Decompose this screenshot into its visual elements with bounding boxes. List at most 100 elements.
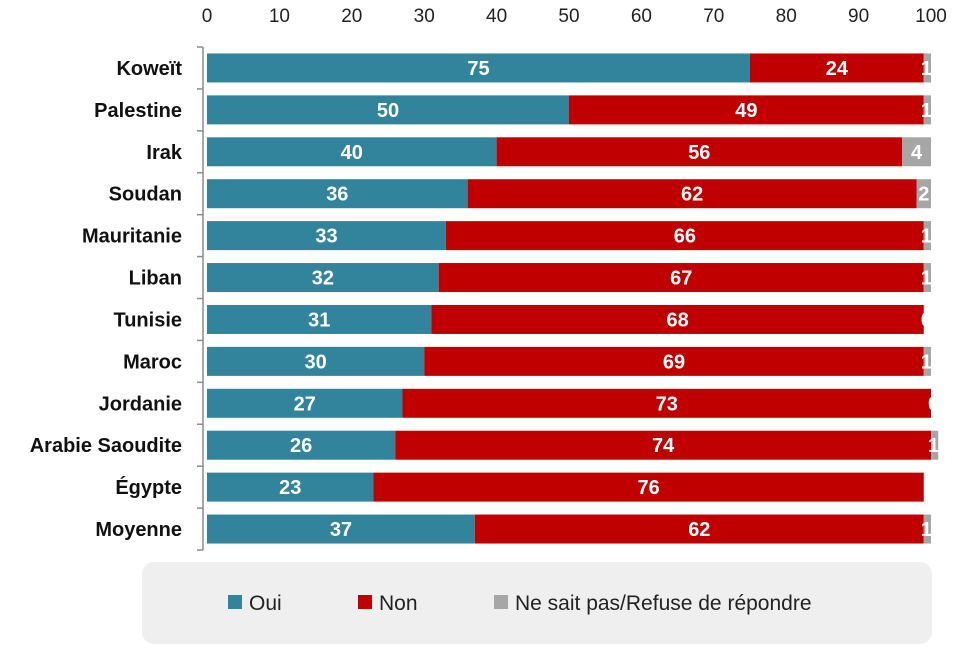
data-label: 74 [652, 435, 675, 457]
data-label: 24 [826, 58, 849, 80]
x-tick-label: 10 [269, 6, 290, 27]
data-label: 40 [341, 142, 363, 164]
legend-swatch [358, 595, 372, 609]
data-label: 37 [330, 519, 352, 541]
x-tick-label: 60 [631, 6, 652, 27]
bar-segment [902, 137, 931, 167]
bar-segment [207, 221, 446, 251]
data-label: 1 [928, 435, 939, 457]
data-label: 4 [911, 142, 923, 164]
bar-segment [923, 53, 931, 83]
data-label: 49 [735, 100, 757, 122]
legend-swatch [494, 595, 508, 609]
category-label: Irak [146, 142, 182, 164]
data-label: 23 [279, 477, 301, 499]
data-label: 73 [656, 393, 678, 415]
bar-segment [431, 304, 924, 334]
data-label: 50 [377, 100, 399, 122]
bar-segment [207, 53, 750, 83]
bar-segment [207, 472, 374, 502]
bar-segment [402, 388, 932, 418]
data-label: 26 [290, 435, 312, 457]
bar-segment [923, 514, 931, 544]
data-label: 1 [921, 100, 932, 122]
bar-segment [931, 430, 939, 460]
data-label: 56 [688, 142, 710, 164]
legend-label: Ne sait pas/Refuse de répondre [515, 592, 812, 615]
data-label: 30 [304, 351, 326, 373]
x-tick-label: 90 [848, 6, 869, 27]
x-tick-label: 40 [486, 6, 507, 27]
bar-segment [467, 179, 917, 209]
category-label: Soudan [109, 184, 182, 206]
category-labels: Koweït Palestine Irak Soudan Mauritanie Liban… [30, 58, 183, 541]
bar-segment [923, 95, 931, 125]
data-label: 68 [666, 309, 688, 331]
category-label: Liban [129, 268, 182, 290]
x-axis-ticks: 0 10 20 30 40 50 60 70 80 90 100 [202, 6, 947, 27]
data-label: 1 [921, 226, 932, 248]
category-label: Maroc [123, 351, 182, 373]
category-label: Koweït [116, 58, 182, 80]
data-label: 69 [663, 351, 685, 373]
category-label: Moyenne [95, 519, 182, 541]
category-label: Tunisie [113, 309, 182, 331]
x-tick-label: 20 [341, 6, 362, 27]
category-label: Arabie Saoudite [30, 435, 182, 457]
bar-segment [207, 514, 475, 544]
data-label: 1 [921, 519, 932, 541]
bar-segment [207, 179, 468, 209]
data-label: 33 [315, 226, 337, 248]
x-tick-label: 50 [558, 6, 579, 27]
bar-segment [923, 346, 931, 376]
bar-segment [496, 137, 903, 167]
data-label: 75 [467, 58, 489, 80]
legend-label: Non [379, 592, 418, 615]
data-label: 1 [921, 58, 932, 80]
data-label: 27 [294, 393, 316, 415]
bar-segment [207, 430, 396, 460]
category-label: Mauritanie [82, 226, 182, 248]
y-axis [197, 46, 204, 551]
bar-segment [373, 472, 924, 502]
bar-segment [438, 263, 924, 293]
category-label: Palestine [94, 100, 182, 122]
data-label: 1 [921, 268, 932, 290]
x-tick-label: 100 [915, 6, 947, 27]
bar-segment [424, 346, 924, 376]
data-label: 67 [670, 268, 692, 290]
x-tick-label: 70 [703, 6, 724, 27]
category-label: Égypte [115, 476, 182, 499]
bar-segment [207, 304, 432, 334]
x-tick-label: 80 [776, 6, 797, 27]
bars: 75 24 1 50 49 1 40 56 4 36 62 2 33 66 1 32 67 1 31 68 0 30 69 1… [207, 53, 939, 544]
data-label: 36 [326, 184, 348, 206]
data-label: 1 [921, 351, 932, 373]
bar-segment [569, 95, 924, 125]
data-label: 31 [308, 309, 330, 331]
bar-segment [207, 388, 403, 418]
legend-swatch [228, 595, 242, 609]
data-label: 66 [674, 226, 696, 248]
bar-segment [207, 137, 497, 167]
bar-segment [750, 53, 924, 83]
bar-segment [207, 263, 439, 293]
data-label: 76 [638, 477, 660, 499]
bar-segment [395, 430, 931, 460]
data-label: 32 [312, 268, 334, 290]
data-label: 0 [921, 309, 932, 331]
bar-segment [445, 221, 924, 251]
category-label: Jordanie [99, 393, 182, 415]
bar-segment [474, 514, 924, 544]
legend-label: Oui [249, 592, 282, 615]
bar-segment [923, 263, 931, 293]
bar-segment [207, 95, 569, 125]
legend-background [142, 562, 932, 644]
x-tick-label: 0 [202, 6, 213, 27]
bar-segment [923, 221, 931, 251]
data-label: 62 [688, 519, 710, 541]
data-label: 2 [918, 184, 929, 206]
x-tick-label: 30 [414, 6, 435, 27]
bar-segment [916, 179, 931, 209]
